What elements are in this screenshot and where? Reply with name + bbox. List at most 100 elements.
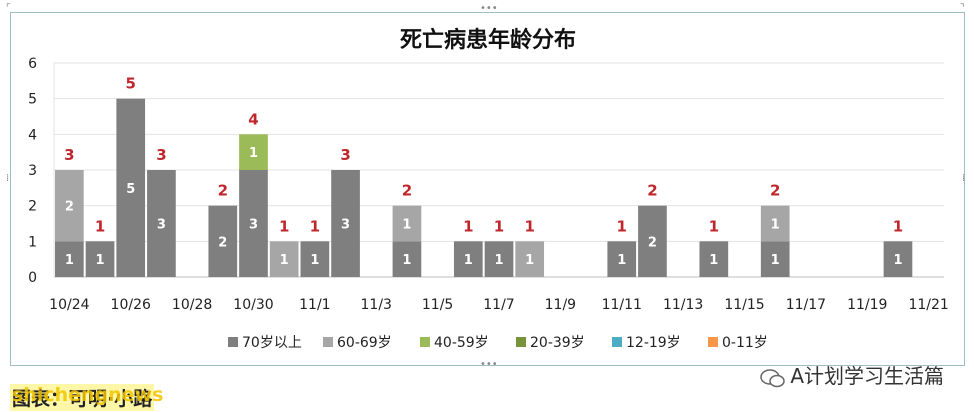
bar-segment (239, 134, 268, 170)
bar-total-label: 5 (126, 75, 136, 93)
x-tick-label: 11/1 (299, 297, 330, 313)
bar-value-label: 1 (402, 253, 411, 268)
x-tick-label: 11/13 (663, 297, 703, 313)
legend-label: 0-11岁 (722, 335, 768, 351)
legend-label: 20-39岁 (530, 335, 585, 351)
y-tick-label: 5 (28, 92, 37, 108)
bar-value-label: 1 (65, 253, 74, 268)
bar-total-label: 3 (340, 146, 350, 164)
legend-swatch (228, 337, 238, 347)
bar-total-label: 1 (463, 217, 473, 235)
bar-total-label: 3 (156, 146, 166, 164)
y-tick-label: 2 (28, 199, 37, 215)
x-tick-label: 11/17 (786, 297, 826, 313)
bar-total-label: 1 (310, 217, 320, 235)
resize-handle-top-left[interactable]: ⌜ (6, 3, 11, 14)
watermark-left: shichengnews (12, 384, 164, 406)
x-tick-label: 11/21 (908, 297, 948, 313)
bar-segment (331, 170, 360, 277)
bar-segment (883, 241, 913, 277)
y-axis: 0 1 2 3 4 5 6 (28, 56, 37, 286)
wechat-icon (760, 368, 786, 387)
bar-value-label: 1 (525, 253, 534, 268)
bar-total-label: 2 (647, 182, 657, 200)
bar-segment (760, 241, 790, 277)
bar-segment (147, 170, 176, 277)
bar-value-label: 1 (617, 253, 626, 268)
bar-value-label: 3 (249, 218, 258, 233)
x-tick-label: 11/9 (545, 297, 576, 313)
x-tick-label: 11/7 (483, 297, 514, 313)
x-tick-label: 11/5 (422, 297, 453, 313)
resize-handle-bottom[interactable]: ••• (480, 359, 498, 370)
bar-segment (55, 170, 84, 242)
gridlines (53, 62, 944, 278)
bar-total-label: 2 (402, 182, 412, 200)
legend-swatch (708, 337, 718, 347)
bar-segment (515, 241, 545, 277)
bar-segment (85, 241, 115, 277)
bar-segment (638, 205, 667, 277)
bar-total-label: 1 (95, 217, 105, 235)
bar-segment (300, 241, 330, 277)
bar-segment (239, 170, 268, 277)
x-tick-label: 11/19 (847, 297, 887, 313)
resize-handle-top[interactable]: ••• (480, 3, 498, 14)
resize-handle-left[interactable]: ⁞ (6, 173, 10, 184)
chart-title: 死亡病患年龄分布 (400, 27, 576, 53)
bar-value-label: 1 (96, 253, 105, 268)
bar-total-label: 4 (248, 110, 258, 128)
bar-segment (269, 241, 299, 277)
bar-value-label: 3 (341, 218, 350, 233)
x-tick-label: 11/15 (724, 297, 764, 313)
legend-label: 70岁以上 (242, 335, 302, 351)
bar-value-label: 1 (464, 253, 473, 268)
bar-value-label: 5 (126, 182, 135, 197)
bar-value-label: 1 (893, 253, 902, 268)
bar-total-label: 2 (770, 182, 780, 200)
bar-segment (208, 205, 238, 277)
bar-value-label: 1 (494, 253, 503, 268)
bar-segment (760, 205, 790, 242)
bar-total-label: 1 (524, 217, 534, 235)
legend-swatch (516, 337, 526, 347)
y-tick-label: 6 (28, 56, 37, 72)
legend-swatch (420, 337, 430, 347)
x-tick-label: 10/24 (49, 297, 89, 313)
bar-value-label: 1 (310, 253, 319, 268)
bar-value-label: 1 (402, 218, 411, 233)
resize-handle-right[interactable]: ⁞ (962, 173, 966, 184)
caption-left: 图表：可明·小路 shichengnews (10, 384, 163, 411)
x-tick-label: 10/26 (111, 297, 151, 313)
bar-segment (392, 241, 422, 277)
bar-total-label: 1 (709, 217, 719, 235)
y-tick-label: 4 (28, 127, 37, 143)
legend-label: 60-69岁 (337, 335, 392, 351)
bar-value-label: 2 (218, 235, 227, 250)
bar-segment (607, 241, 637, 277)
bars: 1 2 3 1 1 5 5 3 3 2 2 3 1 4 1 1 1 1 3 3 1 1 2 1 1 1 1 1 1 1 1 2 2 1 1 1 1 2 1 1 (55, 75, 913, 278)
y-tick-label: 0 (28, 270, 37, 286)
x-axis: 10/24 10/26 10/28 10/30 11/1 11/3 11/5 11/7 11/9… (49, 297, 949, 313)
y-tick-label: 1 (28, 234, 37, 250)
bar-value-label: 1 (280, 253, 289, 268)
x-tick-label: 10/30 (233, 297, 273, 313)
bar-segment (453, 241, 483, 277)
bar-value-label: 1 (771, 218, 780, 233)
legend-label: 12-19岁 (626, 335, 681, 351)
bar-segment (116, 98, 146, 278)
bar-total-label: 1 (617, 217, 627, 235)
bar-segment (484, 241, 514, 277)
bar-segment (392, 205, 422, 242)
bar-value-label: 1 (249, 146, 258, 161)
bar-value-label: 3 (157, 218, 166, 233)
legend-swatch (323, 337, 333, 347)
bar-value-label: 1 (771, 253, 780, 268)
bar-total-label: 1 (893, 217, 903, 235)
x-tick-label: 10/28 (172, 297, 212, 313)
resize-handle-top-right[interactable]: ⌝ (960, 3, 965, 14)
bar-total-label: 1 (494, 217, 504, 235)
bar-value-label: 2 (65, 200, 74, 215)
caption-text: 图表：可明·小路 (12, 388, 153, 410)
bar-total-label: 2 (218, 182, 228, 200)
